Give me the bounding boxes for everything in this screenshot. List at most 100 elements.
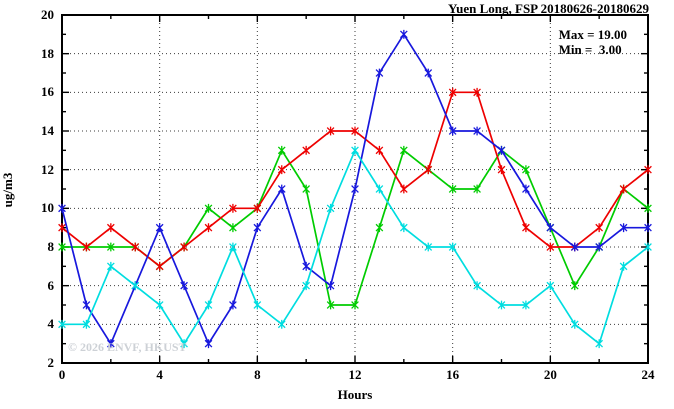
y-tick-label: 6 [47,277,55,293]
series-blue-marker [644,223,652,233]
x-tick-label: 12 [348,367,362,382]
series-green-marker [229,223,237,233]
series-red-marker [375,145,384,155]
y-tick-label: 12 [41,161,54,177]
series-red-marker [546,242,555,252]
series-cyan-marker [326,203,335,213]
series-red-marker [351,126,359,136]
x-tick-label: 24 [641,367,655,382]
x-axis-label: Hours [337,387,373,402]
series-cyan-marker [204,300,213,310]
x-tick-label: 8 [254,367,261,382]
series-cyan-marker [58,319,66,329]
x-tick-label: 20 [543,367,557,382]
series-green-marker [351,300,359,310]
series-green-marker [399,145,408,155]
series-blue-marker [497,145,506,155]
series-red-marker [155,261,164,271]
series-cyan-marker [473,281,481,291]
series-red-marker [106,223,115,233]
series-blue-marker [58,203,66,213]
x-tick-label: 4 [156,367,163,382]
series-red-marker [522,223,530,233]
series-red-marker [82,242,91,252]
series-cyan-marker [619,261,628,271]
series-blue-marker [351,184,359,194]
legend-min-label: Min = 3.00 [558,42,622,57]
series-blue-marker [399,29,408,39]
series-red-marker [253,203,262,213]
series-cyan-marker [253,300,262,310]
series-blue-marker [229,300,237,310]
series-red-marker [326,126,335,136]
x-tick-label: 0 [58,367,66,382]
series-cyan-marker [644,242,652,252]
legend: Max = 19.00 Min = 3.00 [559,27,627,57]
series-green-marker [448,184,457,194]
series-cyan-marker [277,319,286,329]
series-red-marker [619,184,628,194]
y-tick-label: 8 [47,239,55,254]
series-green-marker [375,223,384,233]
series-cyan-marker [155,300,164,310]
y-tick-label: 18 [41,45,54,61]
series-blue-marker [570,242,579,252]
series-cyan-marker [302,281,311,291]
series-green-marker [473,184,481,194]
series-green-marker [302,184,311,194]
chart-title: Yuen Long, FSP 20180626-20180629 [447,1,649,16]
series-blue-marker [277,184,286,194]
series-cyan-marker [424,242,433,252]
series-cyan-marker [351,145,359,155]
series-red-marker [180,242,188,252]
series-red-marker [399,184,408,194]
series-blue-marker [473,126,481,136]
series-red-marker [277,165,286,175]
series-green-marker [106,242,115,252]
series-green-marker [326,300,335,310]
series-blue-marker [302,261,311,271]
series-cyan-marker [131,281,140,291]
legend-max-label: Max = 19.00 [558,27,627,42]
series-cyan-marker [180,339,188,349]
y-tick-label: 4 [47,316,55,332]
series-green-marker [58,242,66,252]
y-axis-label: ug/m3 [0,172,15,208]
series-cyan-marker [375,184,384,194]
series-red-marker [204,223,213,233]
series-blue-marker [424,68,433,78]
series-green-marker [522,165,530,175]
y-tick-label: 20 [41,7,54,22]
series-cyan-marker [570,319,579,329]
series-red-marker [448,87,457,97]
series-red-marker [58,223,66,233]
series-blue-marker [595,242,604,252]
series-green-marker [204,203,213,213]
x-tick-label: 16 [446,367,460,382]
series-blue-marker [106,339,115,349]
series-green-marker [570,281,579,291]
series-red-marker [424,165,433,175]
series-blue-marker [326,281,335,291]
watermark: © 2026 ENVF, HKUST [68,340,187,354]
y-tick-label: 14 [41,123,54,138]
series-red-marker [497,165,506,175]
y-tick-label: 16 [41,84,54,100]
series-red-marker [302,145,311,155]
series-blue-marker [253,223,262,233]
series-cyan-marker [399,223,408,233]
series-red-marker [229,203,237,213]
series-blue-marker [522,184,530,194]
series-blue-marker [204,339,213,349]
series-cyan-marker [229,242,237,252]
series-red-marker [595,223,604,233]
series-blue-marker [180,281,188,291]
series-cyan-marker [595,339,604,349]
y-tick-label: 2 [47,355,55,370]
series-blue-marker [155,223,164,233]
series-red-marker [473,87,481,97]
y-tick-label: 10 [41,200,54,216]
series-cyan-marker [497,300,506,310]
